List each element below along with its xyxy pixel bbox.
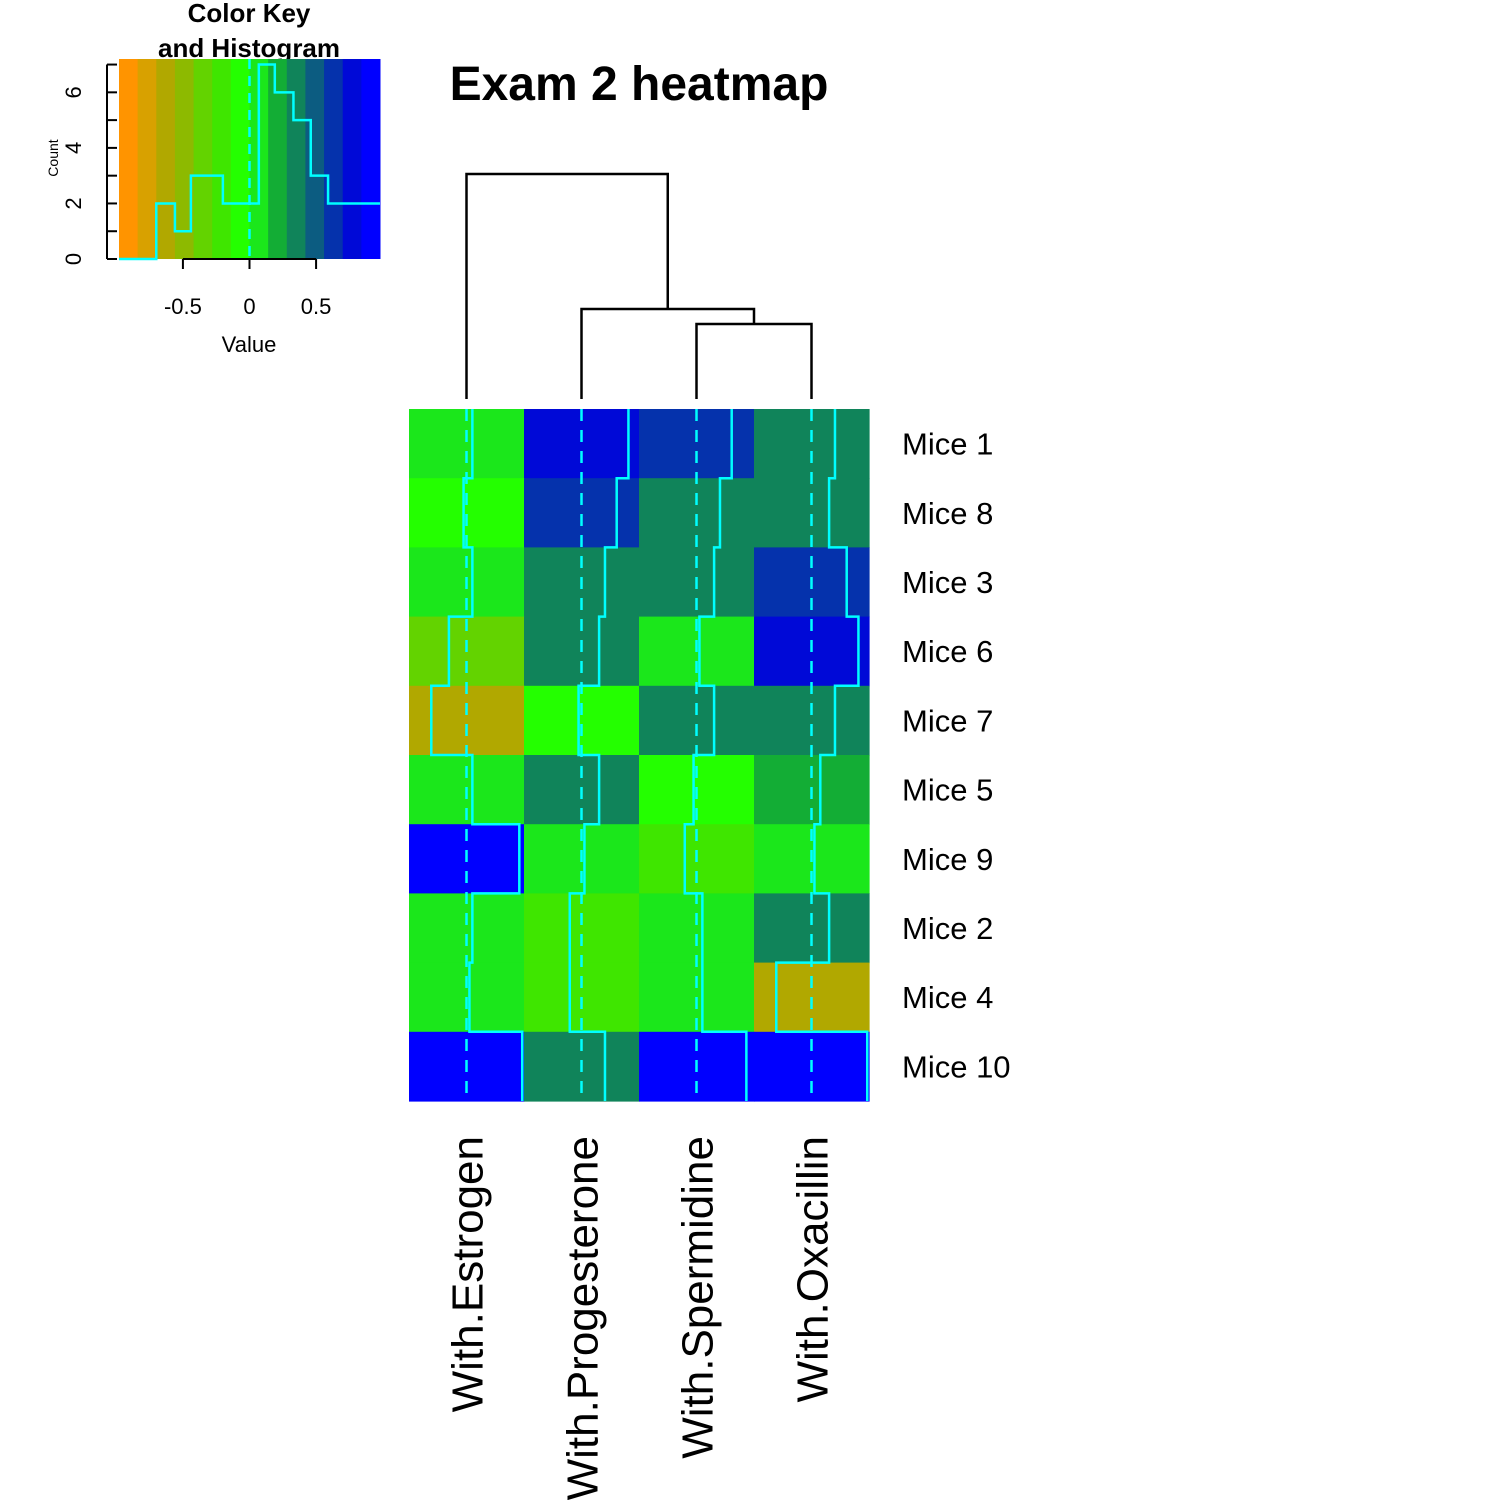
color-key-title-line-2: and Histogram (158, 33, 340, 63)
row-label: Mice 8 (902, 496, 993, 531)
color-key-band (119, 59, 139, 259)
heatmap-cell (409, 893, 525, 964)
color-key-band (286, 59, 306, 259)
heatmap-cell (639, 685, 755, 756)
column-trace (683, 409, 748, 1101)
color-key-title-line-1: Color Key (188, 0, 311, 28)
heatmap-cells (409, 409, 870, 1102)
row-label: Mice 4 (902, 980, 993, 1015)
heatmap-cell (639, 893, 755, 964)
color-key-band (212, 59, 232, 259)
key-x-tick-label: -0.5 (164, 294, 202, 319)
column-labels: With.Estrogen With.Progesterone With.Sperm… (444, 1136, 838, 1500)
key-x-tick-label: 0 (243, 294, 255, 319)
color-key-band (137, 59, 157, 259)
key-x-tick-label: 0.5 (301, 294, 332, 319)
row-label: Mice 3 (902, 565, 993, 600)
column-trace (775, 409, 869, 1101)
color-key: Color Key and Histogram -0.5 0 0.5 0 2 4 6 Cou… (45, 0, 381, 357)
color-key-band (156, 59, 176, 259)
heatmap-cell (754, 893, 870, 964)
row-label: Mice 5 (902, 773, 993, 808)
row-label: Mice 2 (902, 911, 993, 946)
row-label: Mice 10 (902, 1049, 1011, 1084)
key-y-tick-label: 4 (61, 142, 86, 154)
color-key-band (324, 59, 344, 259)
row-label: Mice 7 (902, 703, 993, 738)
color-key-ylabel: Count (45, 139, 61, 176)
heatmap-cell (524, 685, 640, 756)
color-key-band (230, 59, 250, 259)
row-labels: Mice 1 Mice 8 Mice 3 Mice 6 Mice 7 Mice 5 Mice… (902, 427, 1011, 1085)
heatmap-cell (409, 685, 525, 756)
row-label: Mice 6 (902, 634, 993, 669)
color-key-band (174, 59, 195, 259)
chart-title: Exam 2 heatmap (450, 58, 829, 111)
column-trace (568, 409, 630, 1101)
key-y-tick-label: 0 (61, 253, 86, 265)
key-y-tick-label: 2 (61, 197, 86, 209)
column-label: With.Progesterone (559, 1136, 608, 1500)
color-key-xlabel: Value (222, 332, 277, 357)
histogram-line (119, 63, 380, 261)
column-label: With.Estrogen (444, 1136, 493, 1412)
heatmap-cell (754, 685, 870, 756)
heatmap-traces (430, 409, 869, 1101)
color-key-band (342, 59, 362, 259)
color-key-axes: -0.5 0 0.5 0 2 4 6 (61, 63, 332, 319)
column-trace (430, 409, 524, 1101)
color-key-histogram (119, 59, 380, 261)
column-dendrogram (465, 172, 813, 399)
color-key-band (268, 59, 288, 259)
color-key-band (305, 59, 325, 259)
column-label: With.Oxacillin (789, 1136, 838, 1403)
heatmap-cell (524, 893, 640, 964)
color-key-band (361, 59, 381, 259)
column-label: With.Spermidine (674, 1136, 723, 1459)
color-key-bands (119, 59, 381, 259)
dendrogram-branches (465, 172, 813, 399)
row-label: Mice 1 (902, 427, 993, 462)
row-label: Mice 9 (902, 842, 993, 877)
color-key-band (193, 59, 213, 259)
key-y-tick-label: 6 (61, 86, 86, 98)
